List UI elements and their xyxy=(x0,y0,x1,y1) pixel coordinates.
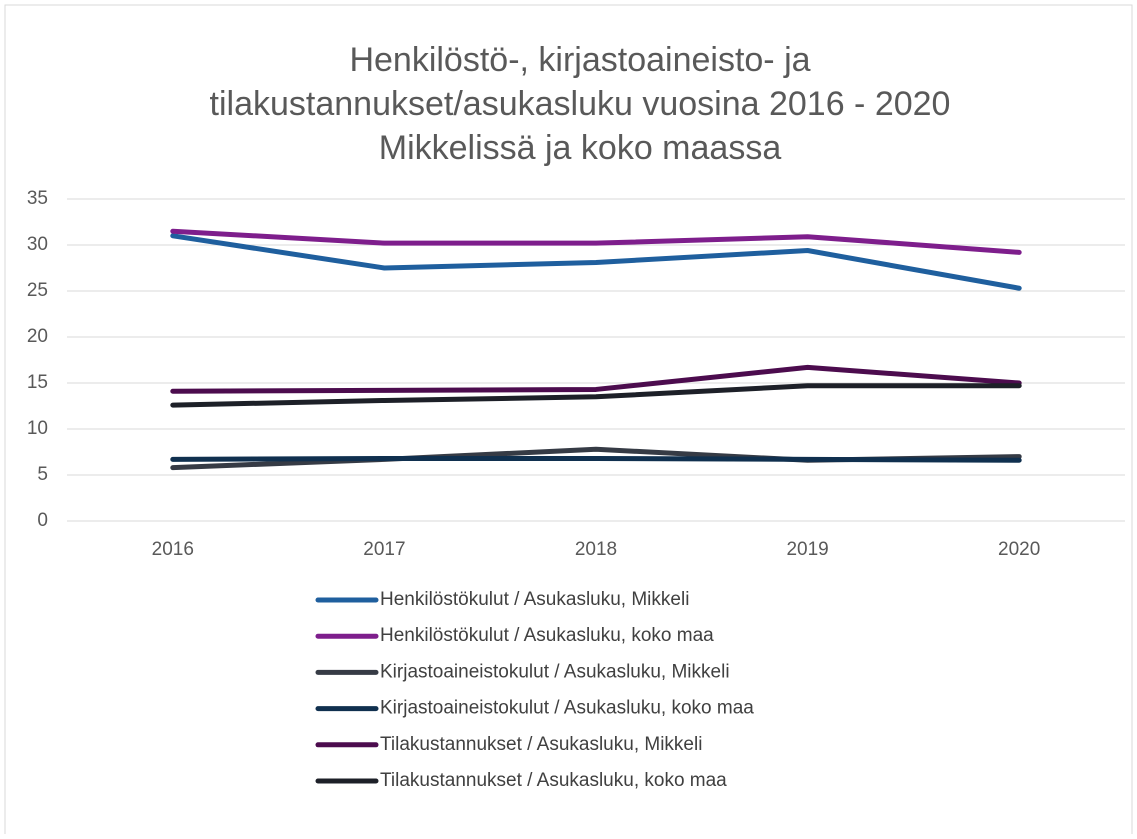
series-line xyxy=(170,383,1022,408)
y-tick-label: 15 xyxy=(27,372,48,393)
y-tick-label: 30 xyxy=(27,234,48,255)
x-tick-label: 2018 xyxy=(575,539,617,560)
y-tick-label: 20 xyxy=(27,326,48,347)
chart-title: Henkilöstö-, kirjastoaineisto- ja xyxy=(349,41,810,79)
series-line xyxy=(170,364,1022,394)
legend-label: Henkilöstökulut / Asukasluku, koko maa xyxy=(380,625,714,646)
legend-label: Kirjastoaineistokulut / Asukasluku, Mikk… xyxy=(380,661,730,682)
y-tick-label: 35 xyxy=(27,188,48,209)
series-line xyxy=(170,233,1022,291)
x-tick-label: 2017 xyxy=(363,539,405,560)
chart-frame xyxy=(4,4,1133,836)
legend-label: Henkilöstökulut / Asukasluku, Mikkeli xyxy=(380,589,689,610)
chart-title: tilakustannukset/asukasluku vuosina 2016… xyxy=(210,85,951,123)
x-tick-label: 2019 xyxy=(786,539,828,560)
series-line xyxy=(170,228,1022,255)
legend-label: Kirjastoaineistokulut / Asukasluku, koko… xyxy=(380,698,754,719)
chart-title: Mikkelissä ja koko maassa xyxy=(379,129,782,167)
y-tick-label: 5 xyxy=(37,464,48,485)
x-tick-label: 2016 xyxy=(152,539,194,560)
y-tick-label: 25 xyxy=(27,280,48,301)
y-tick-label: 0 xyxy=(37,510,48,531)
series-line xyxy=(170,455,1022,463)
x-tick-label: 2020 xyxy=(998,539,1040,560)
legend-label: Tilakustannukset / Asukasluku, Mikkeli xyxy=(380,734,702,755)
legend-label: Tilakustannukset / Asukasluku, koko maa xyxy=(380,770,727,791)
y-tick-label: 10 xyxy=(27,418,48,439)
